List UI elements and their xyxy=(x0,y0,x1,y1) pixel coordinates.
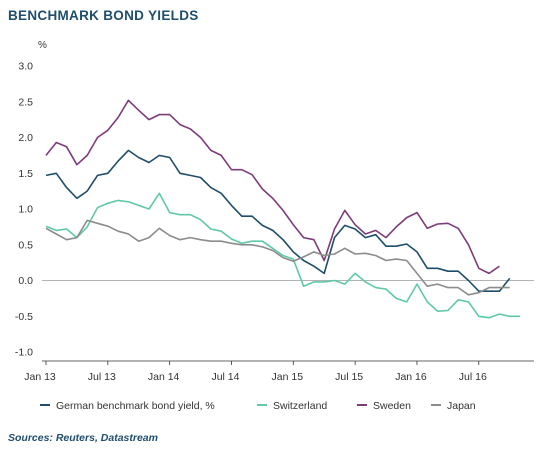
legend-item-2: Switzerland xyxy=(257,400,327,412)
legend-item-1: German benchmark bond yield, % xyxy=(40,400,215,412)
x-tick-label: Jan 13 xyxy=(24,371,56,383)
series-line-3 xyxy=(45,99,500,275)
legend-label: Sweden xyxy=(373,400,411,412)
x-tick-label: Jul 15 xyxy=(335,371,363,383)
y-tick-label: -1.0 xyxy=(15,347,33,359)
series-lines-group xyxy=(45,99,520,319)
chart-title: BENCHMARK BOND YIELDS xyxy=(8,8,199,23)
legend-label: German benchmark bond yield, % xyxy=(56,400,215,412)
x-tick-label: Jan 14 xyxy=(148,371,180,383)
y-tick-label: -0.5 xyxy=(15,311,33,323)
series-line-2 xyxy=(45,192,520,319)
x-tick-label: Jul 16 xyxy=(459,371,487,383)
axes-group: 3.0 2.5 2.0 1.5 1.0 0.5 0.0 -0.5 -1.0 Jan 13 Jul 1… xyxy=(15,61,534,383)
y-tick-label: 3.0 xyxy=(18,61,33,73)
y-tick-label: 0.0 xyxy=(18,275,33,287)
legend-label: Japan xyxy=(447,400,476,412)
series-line-1 xyxy=(45,149,511,293)
legend-item-4: Japan xyxy=(431,400,476,412)
y-tick-label: 0.5 xyxy=(18,239,33,251)
x-tick-label: Jan 15 xyxy=(272,371,304,383)
y-tick-label: 2.0 xyxy=(18,132,33,144)
x-tick-label: Jul 13 xyxy=(88,371,116,383)
legend-item-3: Sweden xyxy=(357,400,411,412)
y-tick-label: 1.0 xyxy=(18,204,33,216)
source-note: Sources: Reuters, Datastream xyxy=(8,432,158,444)
legend-label: Switzerland xyxy=(273,400,327,412)
y-tick-label: 1.5 xyxy=(18,168,33,180)
x-tick-label: Jul 14 xyxy=(211,371,239,383)
y-tick-label: 2.5 xyxy=(18,96,33,108)
x-tick-label: Jan 16 xyxy=(395,371,427,383)
legend: German benchmark bond yield, % Switzerlan… xyxy=(40,400,476,412)
series-line-4 xyxy=(45,219,510,296)
y-axis-unit: % xyxy=(38,40,47,51)
